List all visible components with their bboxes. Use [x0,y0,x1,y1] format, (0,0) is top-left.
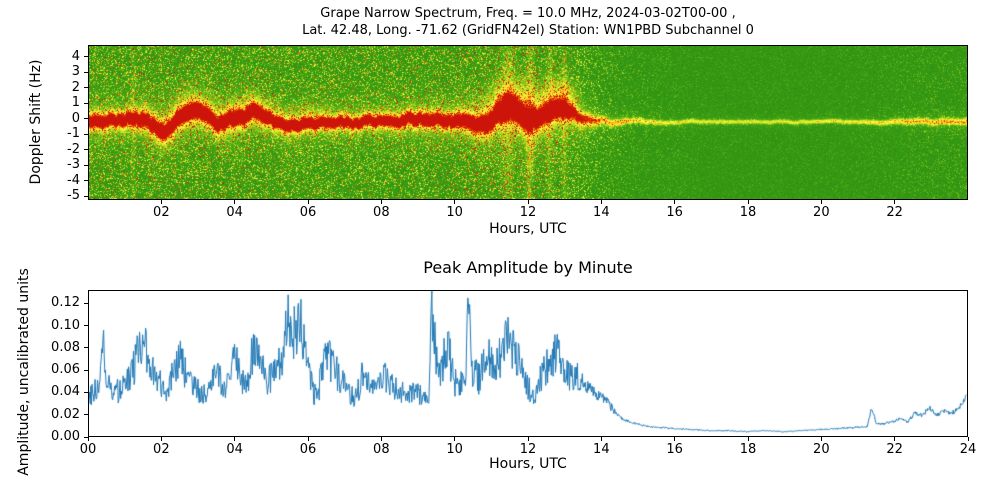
amplitude-line-canvas [89,291,967,436]
x-tick-mark [234,437,236,441]
x-tick-mark [87,437,89,441]
y-tick-mark [84,87,88,89]
x-tick-mark [527,200,529,204]
y-tick-label: -2 [67,141,80,157]
y-tick-mark [84,436,88,438]
x-tick-label: 22 [886,205,903,220]
y-tick-label: -3 [67,157,80,173]
x-tick-mark [820,437,822,441]
y-tick-mark [84,164,88,166]
y-tick-mark [84,414,88,416]
y-tick-label: 4 [71,48,80,64]
x-tick-label: 04 [226,205,243,220]
y-tick-label: 0 [71,110,80,126]
x-tick-mark [674,437,676,441]
x-tick-label: 16 [666,205,683,220]
y-tick-mark [84,302,88,304]
x-tick-label: 02 [153,205,170,220]
x-tick-label: 22 [886,442,903,457]
x-tick-label: 20 [813,442,830,457]
x-tick-label: 06 [299,442,317,457]
x-tick-label: 24 [959,442,977,457]
y-tick-label: 0.12 [51,295,80,311]
y-tick-label: 1 [71,95,80,111]
x-tick-label: 18 [739,442,757,457]
y-tick-label: 0.00 [51,429,80,444]
y-tick-mark [84,71,88,73]
amplitude-title: Peak Amplitude by Minute [423,258,633,277]
x-tick-mark [674,200,676,204]
x-tick-mark [894,437,896,441]
x-tick-label: 14 [593,442,610,457]
y-tick-mark [84,195,88,197]
amplitude-x-axis-label: Hours, UTC [489,456,567,472]
x-tick-mark [600,437,602,441]
x-tick-mark [380,200,382,204]
y-tick-mark [84,180,88,182]
y-tick-label: -5 [67,188,80,204]
spectrogram-plot-area [88,45,968,200]
x-tick-mark [747,437,749,441]
y-tick-mark [84,118,88,120]
x-tick-label: 04 [226,442,243,457]
x-tick-mark [234,200,236,204]
x-tick-label: 08 [373,205,390,220]
spectrogram-x-axis-label: Hours, UTC [489,221,567,237]
x-tick-label: 18 [739,205,757,220]
x-tick-label: 02 [153,442,170,457]
spectrogram-title: Grape Narrow Spectrum, Freq. = 10.0 MHz,… [320,6,736,21]
y-tick-label: 2 [71,79,80,95]
y-tick-mark [84,56,88,58]
y-tick-label: 0.04 [51,384,80,400]
spectrogram-subtitle: Lat. 42.48, Long. -71.62 (GridFN42el) St… [302,23,754,38]
y-tick-mark [84,347,88,349]
x-tick-label: 06 [299,205,317,220]
x-tick-mark [894,200,896,204]
y-tick-label: 3 [71,64,80,80]
y-tick-mark [84,325,88,327]
x-tick-label: 20 [813,205,830,220]
x-tick-mark [380,437,382,441]
y-tick-label: 0.02 [51,406,80,422]
x-tick-label: 12 [519,442,537,457]
x-tick-mark [600,200,602,204]
x-tick-mark [454,437,456,441]
x-tick-mark [747,200,749,204]
y-tick-mark [84,102,88,104]
x-tick-mark [527,437,529,441]
y-tick-label: 0.06 [51,362,80,378]
x-tick-label: 08 [373,442,390,457]
x-tick-mark [967,437,969,441]
x-tick-label: 16 [666,442,683,457]
spectrogram-canvas [89,46,967,199]
x-tick-label: 10 [446,442,463,457]
y-tick-mark [84,391,88,393]
x-tick-mark [820,200,822,204]
y-tick-label: 0.10 [51,317,80,333]
y-tick-label: 0.08 [51,339,80,355]
y-tick-mark [84,149,88,151]
y-tick-label: -4 [67,172,80,188]
y-tick-mark [84,369,88,371]
y-tick-label: -1 [67,126,80,142]
x-tick-mark [307,200,309,204]
x-tick-mark [307,437,309,441]
x-tick-label: 00 [79,442,97,457]
x-tick-label: 12 [519,205,537,220]
y-tick-mark [84,133,88,135]
x-tick-mark [160,437,162,441]
x-tick-mark [454,200,456,204]
x-tick-label: 14 [593,205,610,220]
x-tick-label: 10 [446,205,463,220]
amplitude-plot-area [88,290,968,437]
x-tick-mark [160,200,162,204]
